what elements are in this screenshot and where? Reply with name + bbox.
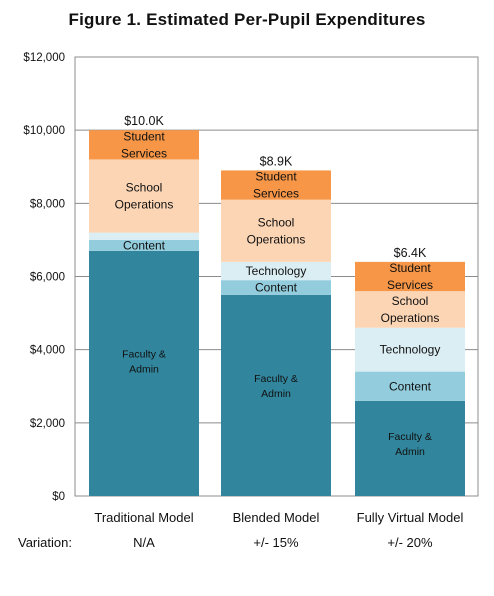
bar-segment-student-services bbox=[355, 261, 465, 292]
segment-label: Technology bbox=[380, 343, 441, 357]
segment-label: Services bbox=[253, 187, 299, 201]
y-tick-label: $12,000 bbox=[23, 52, 65, 64]
segment-label: Operations bbox=[115, 198, 174, 212]
segment-label: School bbox=[126, 181, 163, 195]
segment-label: Technology bbox=[246, 264, 307, 278]
bar-segment-school-operations bbox=[221, 199, 331, 262]
segment-label: Admin bbox=[395, 446, 425, 458]
variation-value: +/- 15% bbox=[253, 535, 299, 550]
chart-title: Figure 1. Estimated Per-Pupil Expenditur… bbox=[68, 10, 426, 29]
y-tick-label: $0 bbox=[52, 491, 65, 503]
segment-label: Admin bbox=[129, 364, 159, 376]
segment-label: Student bbox=[255, 170, 297, 184]
bar-total-label: $6.4K bbox=[394, 246, 427, 260]
variation-value: +/- 20% bbox=[387, 535, 433, 550]
variation-label: Variation: bbox=[18, 535, 72, 550]
bar-segment-faculty-admin bbox=[89, 250, 199, 496]
bar-segment-technology bbox=[221, 261, 331, 281]
y-tick-label: $10,000 bbox=[23, 125, 65, 137]
bar-segment-school-operations bbox=[355, 291, 465, 328]
segment-label: School bbox=[258, 215, 295, 229]
segment-label: Content bbox=[123, 238, 166, 252]
segment-label: Services bbox=[121, 146, 167, 160]
bar-total-label: $10.0K bbox=[124, 114, 164, 128]
bar-segment-student-services bbox=[89, 130, 199, 160]
segment-label: School bbox=[392, 294, 429, 308]
segment-label: Services bbox=[387, 278, 433, 292]
bar-segment-technology bbox=[355, 327, 465, 372]
bar-total-label: $8.9K bbox=[260, 154, 293, 168]
segment-label: Faculty & bbox=[388, 431, 432, 443]
bar-segment-school-operations bbox=[89, 159, 199, 233]
bar-segment-faculty-admin bbox=[355, 400, 465, 496]
category-label: Blended Model bbox=[233, 510, 320, 525]
variation-value: N/A bbox=[133, 535, 155, 550]
y-tick-label: $8,000 bbox=[30, 198, 65, 210]
category-label: Traditional Model bbox=[94, 510, 193, 525]
y-tick-label: $2,000 bbox=[30, 418, 65, 430]
segment-label: Student bbox=[389, 261, 431, 275]
segment-label: Content bbox=[389, 379, 432, 393]
bar-segment-content bbox=[355, 371, 465, 401]
segment-label: Content bbox=[255, 280, 298, 294]
bar-segment-content bbox=[221, 280, 331, 295]
segment-label: Faculty & bbox=[122, 349, 166, 361]
segment-label: Faculty & bbox=[254, 373, 298, 385]
category-label: Fully Virtual Model bbox=[357, 510, 464, 525]
bar-segment-student-services bbox=[221, 170, 331, 200]
y-tick-label: $4,000 bbox=[30, 345, 65, 357]
y-tick-label: $6,000 bbox=[30, 272, 65, 284]
segment-label: Student bbox=[123, 129, 165, 143]
bar-segment-technology bbox=[89, 232, 199, 240]
segment-label: Operations bbox=[247, 232, 306, 246]
bar-segment-faculty-admin bbox=[221, 294, 331, 496]
segment-label: Operations bbox=[381, 311, 440, 325]
bar-segment-content bbox=[89, 239, 199, 251]
segment-label: Admin bbox=[261, 388, 291, 400]
